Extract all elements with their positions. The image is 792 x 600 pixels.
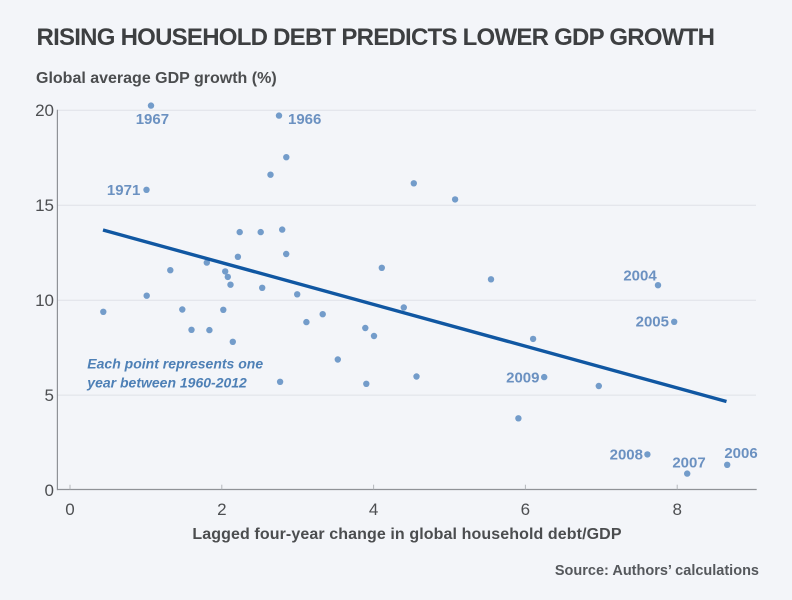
svg-text:2006: 2006 [724, 445, 757, 462]
svg-text:2008: 2008 [610, 447, 643, 464]
svg-text:2007: 2007 [672, 455, 705, 472]
svg-text:10: 10 [35, 291, 54, 310]
svg-text:4: 4 [369, 500, 378, 519]
svg-text:1967: 1967 [136, 111, 169, 128]
svg-text:0: 0 [45, 481, 54, 500]
svg-text:1971: 1971 [107, 182, 140, 199]
svg-text:8: 8 [672, 500, 681, 519]
svg-text:6: 6 [521, 500, 530, 519]
svg-text:2: 2 [217, 500, 226, 519]
svg-text:year between 1960-2012: year between 1960-2012 [86, 375, 247, 391]
svg-text:5: 5 [45, 386, 54, 405]
svg-text:2005: 2005 [636, 314, 669, 331]
svg-text:1966: 1966 [288, 111, 321, 128]
svg-text:20: 20 [35, 101, 54, 120]
svg-text:2004: 2004 [623, 268, 657, 285]
svg-text:2009: 2009 [506, 369, 539, 386]
svg-text:0: 0 [65, 500, 74, 519]
svg-text:15: 15 [35, 196, 54, 215]
svg-text:Each point represents one: Each point represents one [87, 355, 263, 371]
